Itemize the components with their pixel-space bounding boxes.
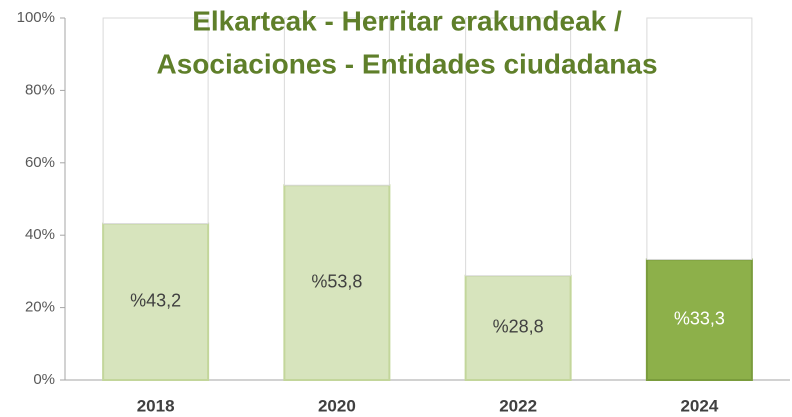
y-tick-label: 20%	[25, 299, 55, 316]
y-tick-label: 100%	[17, 9, 55, 26]
data-label: %53,8	[311, 271, 362, 291]
data-label: %28,8	[493, 317, 544, 337]
bar-segment	[464, 274, 572, 381]
bar-segment	[102, 17, 209, 225]
y-tick-label: 80%	[25, 81, 55, 98]
bar-segment	[646, 17, 753, 260]
bar-segment	[283, 184, 391, 381]
data-label: %43,2	[130, 291, 181, 311]
x-tick-label: 2018	[137, 396, 175, 415]
bar-segment	[283, 17, 390, 186]
x-tick-label: 2022	[499, 396, 537, 415]
x-tick-label: 2020	[318, 396, 356, 415]
y-tick-label: 40%	[25, 226, 55, 243]
y-tick-label: 60%	[25, 154, 55, 171]
bar-segment	[465, 17, 572, 277]
chart-title: Elkarteak - Herritar erakundeak /	[192, 5, 622, 36]
bar-segment	[102, 222, 210, 381]
y-tick-label: 0%	[33, 371, 55, 388]
data-label: %33,3	[674, 308, 725, 328]
x-tick-label: 2024	[680, 396, 718, 415]
chart-title: Asociaciones - Entidades ciudadanas	[156, 48, 657, 79]
